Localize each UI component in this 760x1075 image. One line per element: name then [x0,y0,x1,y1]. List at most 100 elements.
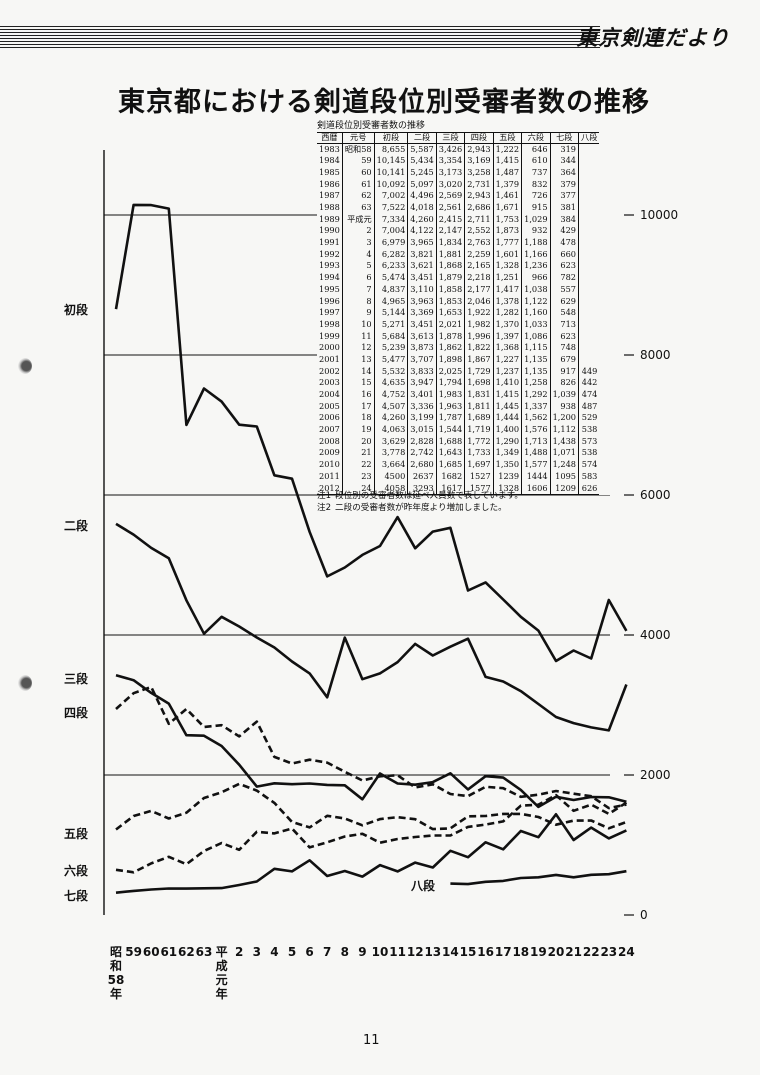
table-cell: 4,018 [407,201,437,214]
table-cell: 1999 [319,330,340,341]
table-cell: 3,947 [407,377,437,389]
table-cell: 1,867 [464,353,494,366]
table-body: 1983 昭和58 8,655 5,587 3,426 2,943 1,222 646 319 1… [317,143,600,495]
table-row: 2012 24 4058 3293 1617 1577 1328 1606 1209 626 [317,482,600,495]
table-cell: 1577 [464,482,494,495]
table-cell: 474 [578,388,600,401]
x-tick-label: 7 [323,945,331,959]
series-line-1 [114,203,628,663]
table-row: 1989 平成元 7,334 4,260 2,415 2,711 1,753 1,029 384 [317,213,600,226]
table-cell: 1989 [319,213,340,224]
series-line-5 [115,782,627,831]
table-cell: 1,601 [492,248,522,261]
table-cell: 1,135 [521,365,551,378]
table-cell [578,283,600,296]
x-tick-label: 21 [565,945,582,959]
table-cell: 3,833 [407,365,437,378]
table-cell: 573 [578,435,600,448]
table-header-cell: 西暦 [317,132,343,144]
table-cell: 2012 [319,482,340,493]
table-cell: 623 [549,330,579,343]
table-cell: 2,046 [464,295,494,308]
table-cell: 3,015 [407,424,437,436]
table-row: 1994 6 5,474 3,451 1,879 2,218 1,251 966 782 [317,272,600,284]
table-cell: 529 [578,412,600,424]
table-cell: 377 [549,190,579,202]
table-cell: 1,370 [492,318,522,331]
table-cell: 1988 [319,202,340,213]
series-label: 八段 [410,878,436,893]
table-row: 2011 23 4500 2637 1682 1527 1239 1444 1095 583 [317,470,600,483]
table-cell: 5,097 [407,178,437,191]
table-cell: 966 [521,272,551,284]
y-tick-label: 10000 [640,208,678,222]
table-cell: 7,334 [373,213,408,226]
table-cell: 1,671 [492,201,522,214]
table-cell: 623 [549,260,579,273]
x-tick-label: 12 [407,945,424,959]
table-cell: 1983 [319,143,340,154]
table-cell: 3 [341,237,375,249]
table-row: 1998 10 5,271 3,451 2,021 1,982 1,370 1,033 713 [317,318,600,331]
table-header-cell: 七段 [549,132,579,144]
table-header-cell: 二段 [407,132,437,144]
table-cell: 1,858 [435,283,465,296]
table-cell: 1239 [492,470,522,483]
table-cell: 1,350 [492,459,522,471]
table-cell [578,272,600,284]
x-tick-label: 年 [216,986,228,1001]
table-cell: 1,200 [549,412,579,424]
table-cell: 737 [521,166,551,179]
table-cell: 2001 [319,353,340,364]
table-cell: 1,368 [492,342,522,354]
table-cell: 1,881 [435,248,465,261]
table-cell: 1,729 [464,365,494,378]
table-cell: 4,965 [373,295,408,308]
table-cell: 1,112 [549,424,579,436]
table-row: 1992 4 6,282 3,821 1,881 2,259 1,601 1,166 660 [317,248,600,261]
table-cell: 660 [549,248,579,261]
table-cell: 748 [549,342,579,354]
table-cell: 7,004 [373,225,408,237]
x-tick-label: 15 [460,945,477,959]
table-cell: 1,562 [521,412,551,424]
table-cell: 1,733 [464,447,494,460]
table-cell: 1,397 [492,330,522,343]
table-cell: 4,507 [373,400,408,413]
table-cell: 10,092 [373,178,408,191]
table-cell [578,260,600,273]
table-cell: 1,237 [492,365,522,378]
table-header-cell: 四段 [464,132,494,144]
series-line-3 [115,673,627,809]
page-title: 東京都における剣道段位別受審者数の推移 [118,87,650,118]
table-cell: 1,688 [435,435,465,448]
note-text: 段位別の受審者数は延べ人員数で表しています。 [335,491,523,501]
y-tick-label: 2000 [640,768,671,782]
table-cell: 2010 [319,459,340,470]
table-cell: 5,684 [373,330,408,343]
table-cell: 1,236 [521,260,551,273]
table-cell: 6,282 [373,248,408,261]
table-cell: 15 [341,377,375,389]
table-cell: 1,898 [435,353,465,366]
table-notes: 注1 段位別の受審者数は延べ人員数で表しています。 注2 二段の受審者数が昨年度より増… [317,490,523,514]
table-cell: 1,811 [464,400,494,413]
table-cell: 4,063 [373,424,408,436]
note-line: 注1 段位別の受審者数は延べ人員数で表しています。 [317,490,523,502]
table-cell: 1,873 [492,225,522,237]
table-cell: 2,742 [407,447,437,460]
table-cell: 2003 [319,377,340,388]
table-cell [578,342,600,354]
table-cell: 1328 [492,482,522,495]
x-tick-label: 24 [618,945,635,959]
table-cell: 1,445 [492,400,522,413]
table-cell: 1,328 [492,260,522,273]
table-cell: 62 [341,190,375,202]
x-tick-label: 10 [372,945,389,959]
table-title: 剣道段位別受審者数の推移 [317,121,426,131]
table-row: 1993 5 6,233 3,621 1,868 2,165 1,328 1,236 623 [317,260,600,273]
table-cell: 442 [578,377,600,389]
series-line-2 [115,522,628,732]
table-cell: 59 [341,155,375,167]
table-cell: 1,922 [464,307,494,319]
